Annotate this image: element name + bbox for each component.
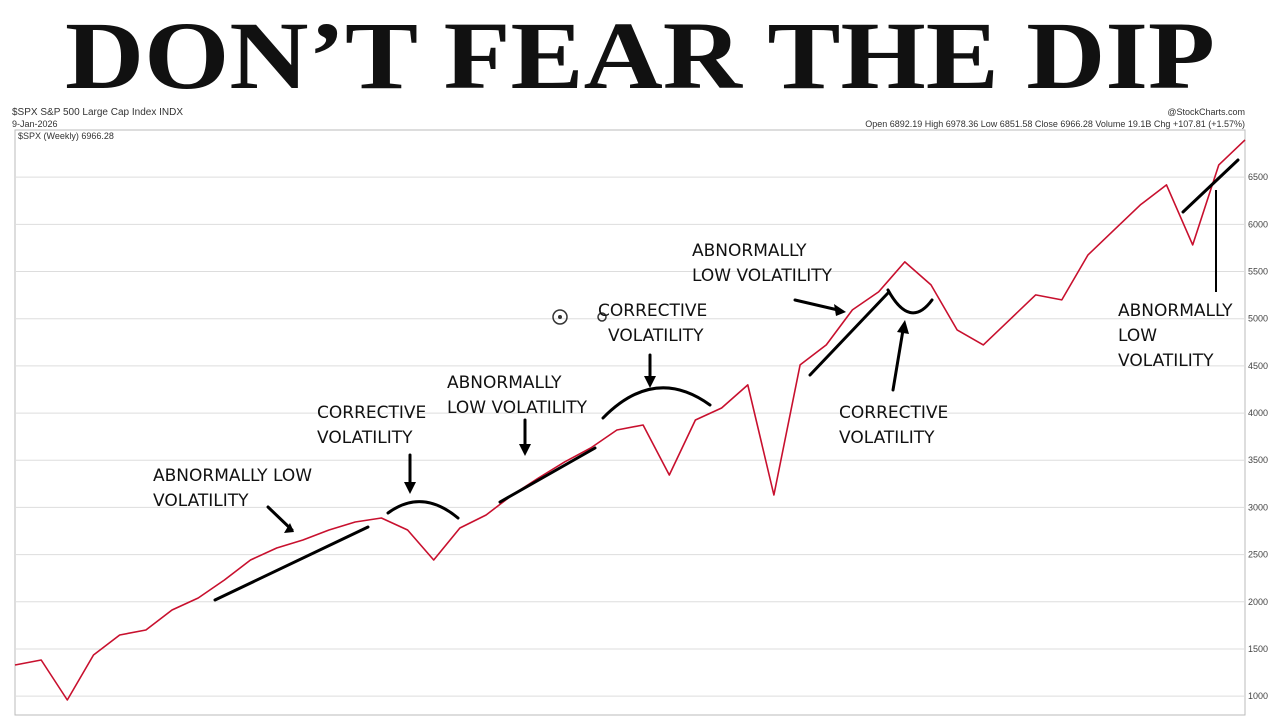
annotation: ABNORMALLY LOW bbox=[153, 466, 312, 486]
source: @StockCharts.com bbox=[1167, 107, 1245, 117]
legend-label: $SPX (Weekly) 6966.28 bbox=[18, 131, 114, 141]
y-tick-label: 4500 bbox=[1248, 361, 1268, 371]
annotation: ABNORMALLY bbox=[447, 373, 562, 393]
annotation: LOW VOLATILITY bbox=[692, 266, 833, 286]
annotation: CORRECTIVE bbox=[839, 403, 948, 423]
chart-title: DON’T FEAR THE DIP bbox=[65, 2, 1215, 109]
annotation-shapes bbox=[213, 158, 1240, 602]
annotation: VOLATILITY bbox=[839, 428, 935, 448]
quote-line: Open 6892.19 High 6978.36 Low 6851.58 Cl… bbox=[865, 119, 1245, 129]
ticker: $SPX S&P 500 Large Cap Index INDX bbox=[12, 107, 183, 118]
y-tick-label: 6000 bbox=[1248, 219, 1268, 229]
y-tick-label: 6500 bbox=[1248, 172, 1268, 182]
y-tick-label: 2000 bbox=[1248, 597, 1268, 607]
annotation: ABNORMALLY bbox=[692, 241, 807, 261]
y-tick-label: 3500 bbox=[1248, 455, 1268, 465]
y-tick-label: 1000 bbox=[1248, 691, 1268, 701]
annotation: VOLATILITY bbox=[1118, 351, 1214, 371]
plot-frame bbox=[14, 129, 1246, 716]
annotation: VOLATILITY bbox=[608, 326, 704, 346]
y-tick-label: 5500 bbox=[1248, 267, 1268, 277]
y-tick-label: 5000 bbox=[1248, 314, 1268, 324]
annotation: CORRECTIVE bbox=[317, 403, 426, 423]
price-line bbox=[14, 139, 1246, 701]
annotation: VOLATILITY bbox=[317, 428, 413, 448]
y-tick-label: 3000 bbox=[1248, 502, 1268, 512]
annotation: VOLATILITY bbox=[153, 491, 249, 511]
annotation: LOW bbox=[1118, 326, 1157, 346]
y-tick-label: 1500 bbox=[1248, 644, 1268, 654]
date: 9-Jan-2026 bbox=[12, 119, 58, 129]
annotation: CORRECTIVE bbox=[598, 301, 707, 321]
y-tick-label: 4000 bbox=[1248, 408, 1268, 418]
y-tick-label: 2500 bbox=[1248, 550, 1268, 560]
annotation: LOW VOLATILITY bbox=[447, 398, 588, 418]
annotation: ABNORMALLY bbox=[1118, 301, 1233, 321]
